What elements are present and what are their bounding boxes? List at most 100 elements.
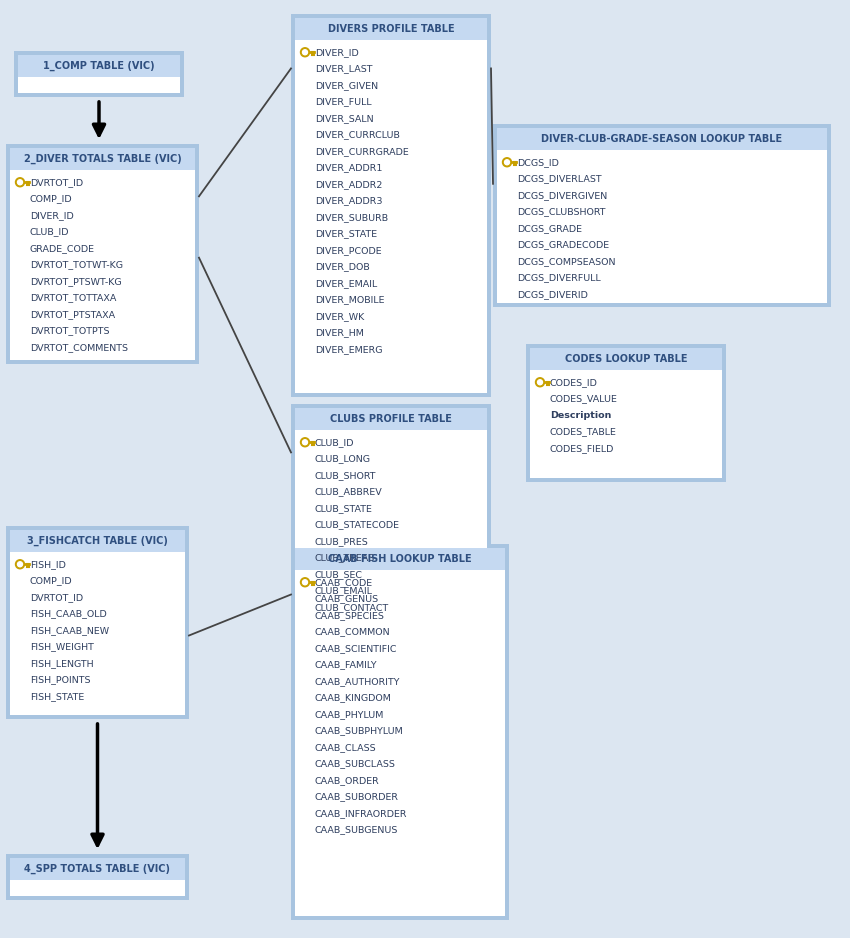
Circle shape bbox=[303, 50, 308, 54]
Text: DCGS_DIVERFULL: DCGS_DIVERFULL bbox=[517, 273, 601, 282]
Text: DIVER_EMAIL: DIVER_EMAIL bbox=[315, 279, 377, 288]
Text: DVRTOT_ID: DVRTOT_ID bbox=[30, 593, 83, 602]
Circle shape bbox=[505, 159, 509, 165]
Text: CAAB_CLASS: CAAB_CLASS bbox=[315, 743, 377, 751]
Bar bbox=[10, 148, 195, 170]
Text: DIVER_GIVEN: DIVER_GIVEN bbox=[315, 81, 378, 90]
Text: DIVER_SUBURB: DIVER_SUBURB bbox=[315, 213, 388, 221]
Bar bbox=[295, 18, 487, 40]
Bar bbox=[497, 128, 827, 303]
Circle shape bbox=[502, 158, 512, 167]
Text: COMP_ID: COMP_ID bbox=[30, 194, 72, 204]
Circle shape bbox=[15, 560, 25, 568]
Text: CAAB FISH LOOKUP TABLE: CAAB FISH LOOKUP TABLE bbox=[328, 554, 472, 564]
Text: CLUB_SHORT: CLUB_SHORT bbox=[315, 471, 377, 479]
Text: DIVER_ADDR1: DIVER_ADDR1 bbox=[315, 163, 382, 173]
Bar bbox=[6, 526, 189, 719]
Text: DIVER_LAST: DIVER_LAST bbox=[315, 64, 372, 73]
Bar bbox=[10, 530, 185, 715]
Text: CAAB_PHYLUM: CAAB_PHYLUM bbox=[315, 710, 384, 719]
Text: FISH_LENGTH: FISH_LENGTH bbox=[30, 658, 94, 668]
Text: 3_FISHCATCH TABLE (VIC): 3_FISHCATCH TABLE (VIC) bbox=[27, 536, 168, 546]
Text: 1_COMP TABLE (VIC): 1_COMP TABLE (VIC) bbox=[43, 61, 155, 71]
Circle shape bbox=[18, 562, 22, 567]
Text: DIVER_STATE: DIVER_STATE bbox=[315, 229, 377, 238]
Text: CAAB_GENUS: CAAB_GENUS bbox=[315, 595, 379, 603]
Bar bbox=[14, 51, 184, 97]
Text: CAAB_SUBORDER: CAAB_SUBORDER bbox=[315, 793, 399, 801]
Text: CAAB_COMMON: CAAB_COMMON bbox=[315, 628, 391, 636]
Circle shape bbox=[536, 378, 545, 386]
Bar bbox=[10, 530, 185, 552]
Bar bbox=[530, 348, 722, 370]
Bar bbox=[18, 55, 180, 93]
Text: CODES_VALUE: CODES_VALUE bbox=[550, 394, 618, 403]
Text: DIVER_PCODE: DIVER_PCODE bbox=[315, 246, 382, 255]
Text: DIVER_CURRCLUB: DIVER_CURRCLUB bbox=[315, 130, 400, 139]
Text: DIVER_CURRGRADE: DIVER_CURRGRADE bbox=[315, 146, 409, 156]
Bar bbox=[6, 144, 199, 364]
Text: DCGS_ID: DCGS_ID bbox=[517, 158, 558, 167]
Text: DCGS_CLUBSHORT: DCGS_CLUBSHORT bbox=[517, 207, 605, 217]
Text: DCGS_DIVERGIVEN: DCGS_DIVERGIVEN bbox=[517, 190, 607, 200]
Text: DVRTOT_TOTTAXA: DVRTOT_TOTTAXA bbox=[30, 294, 116, 302]
Text: CAAB_SUBPHYLUM: CAAB_SUBPHYLUM bbox=[315, 726, 404, 735]
Bar bbox=[493, 124, 831, 307]
Text: DIVER_ID: DIVER_ID bbox=[30, 211, 74, 219]
Text: DVRTOT_TOTWT-KG: DVRTOT_TOTWT-KG bbox=[30, 260, 123, 269]
Text: CAAB_SUBGENUS: CAAB_SUBGENUS bbox=[315, 825, 399, 834]
Text: CLUB_CONTACT: CLUB_CONTACT bbox=[315, 603, 389, 612]
Text: Description: Description bbox=[550, 411, 611, 419]
Text: DVRTOT_PTSWT-KG: DVRTOT_PTSWT-KG bbox=[30, 277, 122, 286]
Bar bbox=[10, 858, 185, 880]
Text: CAAB_INFRAORDER: CAAB_INFRAORDER bbox=[315, 809, 407, 818]
Text: DVRTOT_PTSTAXA: DVRTOT_PTSTAXA bbox=[30, 310, 115, 319]
Bar bbox=[497, 128, 827, 150]
Circle shape bbox=[301, 578, 309, 587]
Text: DIVER_MOBILE: DIVER_MOBILE bbox=[315, 295, 384, 304]
Text: DIVER_ADDR3: DIVER_ADDR3 bbox=[315, 196, 382, 205]
Text: DIVER_HM: DIVER_HM bbox=[315, 328, 364, 338]
Circle shape bbox=[303, 580, 308, 584]
Bar bbox=[10, 148, 195, 360]
Text: DIVER_EMERG: DIVER_EMERG bbox=[315, 345, 382, 354]
Text: CAAB_ORDER: CAAB_ORDER bbox=[315, 776, 380, 785]
Bar bbox=[291, 14, 491, 397]
Text: GRADE_CODE: GRADE_CODE bbox=[30, 244, 95, 252]
Bar bbox=[18, 55, 180, 77]
Text: CODES_TABLE: CODES_TABLE bbox=[550, 427, 617, 436]
Text: CAAB_FAMILY: CAAB_FAMILY bbox=[315, 660, 377, 669]
Text: CODES_FIELD: CODES_FIELD bbox=[550, 444, 615, 453]
Text: CLUB_ABBREV: CLUB_ABBREV bbox=[315, 487, 382, 496]
Text: FISH_CAAB_NEW: FISH_CAAB_NEW bbox=[30, 626, 109, 635]
Text: CLUBS PROFILE TABLE: CLUBS PROFILE TABLE bbox=[330, 414, 452, 424]
Text: DIVER_WK: DIVER_WK bbox=[315, 311, 365, 321]
Text: CAAB_SUBCLASS: CAAB_SUBCLASS bbox=[315, 759, 396, 768]
Text: DIVER_FULL: DIVER_FULL bbox=[315, 98, 371, 106]
Text: 2_DIVER TOTALS TABLE (VIC): 2_DIVER TOTALS TABLE (VIC) bbox=[24, 154, 181, 164]
Text: DIVER_DOB: DIVER_DOB bbox=[315, 263, 370, 271]
Text: DVRTOT_ID: DVRTOT_ID bbox=[30, 177, 83, 187]
Text: FISH_ID: FISH_ID bbox=[30, 560, 66, 568]
Text: DIVERS PROFILE TABLE: DIVERS PROFILE TABLE bbox=[328, 24, 454, 34]
Bar bbox=[10, 858, 185, 896]
Circle shape bbox=[301, 438, 309, 446]
Text: CAAB_KINGDOM: CAAB_KINGDOM bbox=[315, 693, 392, 703]
Text: FISH_STATE: FISH_STATE bbox=[30, 691, 84, 701]
Text: CLUB_ID: CLUB_ID bbox=[30, 227, 70, 236]
Bar bbox=[291, 404, 491, 622]
Text: CLUB_STATE: CLUB_STATE bbox=[315, 504, 373, 513]
Text: DIVER_ADDR2: DIVER_ADDR2 bbox=[315, 180, 382, 189]
Text: COMP_ID: COMP_ID bbox=[30, 576, 72, 585]
Text: DCGS_GRADE: DCGS_GRADE bbox=[517, 224, 582, 233]
Bar bbox=[295, 548, 505, 570]
Text: 4_SPP TOTALS TABLE (VIC): 4_SPP TOTALS TABLE (VIC) bbox=[25, 864, 171, 874]
Text: FISH_CAAB_OLD: FISH_CAAB_OLD bbox=[30, 610, 107, 618]
Text: DCGS_DIVERLAST: DCGS_DIVERLAST bbox=[517, 174, 602, 183]
Text: DIVER_ID: DIVER_ID bbox=[315, 48, 359, 57]
Text: CODES LOOKUP TABLE: CODES LOOKUP TABLE bbox=[564, 354, 688, 364]
Bar bbox=[295, 18, 487, 393]
Circle shape bbox=[301, 48, 309, 57]
Text: FISH_WEIGHT: FISH_WEIGHT bbox=[30, 643, 94, 651]
Bar bbox=[295, 548, 505, 916]
